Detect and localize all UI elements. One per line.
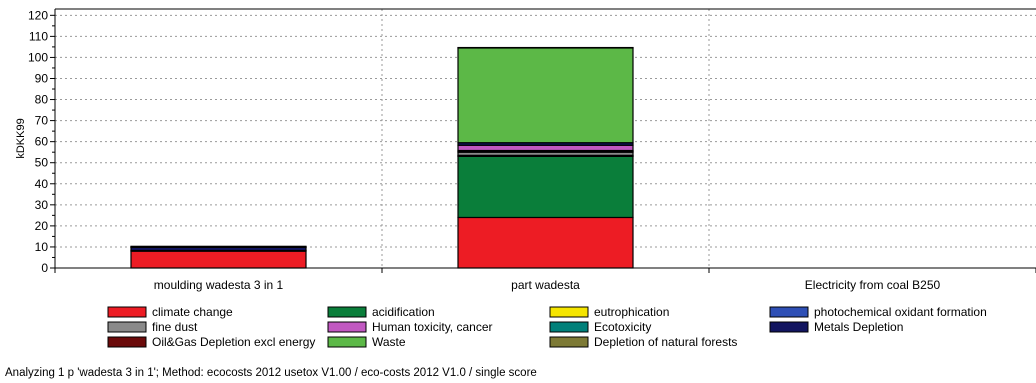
y-tick-label: 110	[29, 29, 48, 43]
legend-swatch	[549, 321, 589, 333]
legend-label: photochemical oxidant formation	[814, 305, 987, 319]
legend-swatch	[107, 321, 147, 333]
legend-swatch	[107, 306, 147, 318]
y-tick-label: 120	[28, 8, 48, 22]
legend-swatch	[769, 321, 809, 333]
legend-label: fine dust	[152, 320, 198, 334]
y-axis-title: kDKK99	[15, 118, 27, 158]
y-tick-label: 30	[35, 198, 49, 212]
y-tick-label: 10	[35, 240, 49, 254]
y-tick-label: 60	[35, 135, 49, 149]
x-tick-label: Electricity from coal B250	[805, 278, 941, 292]
y-tick-label: 0	[41, 261, 48, 275]
bar-segment-waste	[130, 245, 307, 248]
legend-label: Oil&Gas Depletion excl energy	[152, 335, 315, 349]
y-tick-label: 70	[35, 114, 49, 128]
y-tick-label: 40	[35, 177, 49, 191]
legend-swatch	[327, 321, 367, 333]
legend-label: climate change	[152, 305, 233, 319]
legend-swatch	[769, 306, 809, 318]
legend-label: eutrophication	[594, 305, 669, 319]
y-tick-label: 50	[35, 156, 49, 170]
bar-segment-climate-change	[130, 250, 307, 269]
legend-label: Depletion of natural forests	[594, 335, 737, 349]
legend-label: Metals Depletion	[814, 320, 903, 334]
footer-caption: Analyzing 1 p 'wadesta 3 in 1'; Method: …	[5, 367, 537, 379]
legend-swatch	[107, 336, 147, 348]
legend-swatch	[549, 306, 589, 318]
y-tick-label: 100	[28, 50, 48, 64]
axes: moulding wadesta 3 in 1 part wadesta Elect…	[15, 8, 1036, 292]
bar-segment-human-toxicity-cancer	[457, 144, 634, 152]
legend-swatch	[327, 336, 367, 348]
legend-label: acidification	[372, 305, 435, 319]
bar-segment-waste	[457, 47, 634, 144]
x-tick-label: part wadesta	[511, 278, 580, 292]
x-tick-label: moulding wadesta 3 in 1	[154, 278, 284, 292]
legend-label: Human toxicity, cancer	[372, 320, 493, 334]
y-tick-label: 80	[35, 93, 49, 107]
legend-label: Waste	[372, 335, 406, 349]
y-tick-label: 90	[35, 71, 49, 85]
legend-swatch	[549, 336, 589, 348]
legend-label: Ecotoxicity	[594, 320, 651, 334]
legend-swatch	[327, 306, 367, 318]
y-tick-label: 20	[35, 219, 49, 233]
bar-segment-climate-change	[457, 216, 634, 269]
bar-segment-acidification	[457, 155, 634, 219]
bars	[130, 46, 634, 269]
